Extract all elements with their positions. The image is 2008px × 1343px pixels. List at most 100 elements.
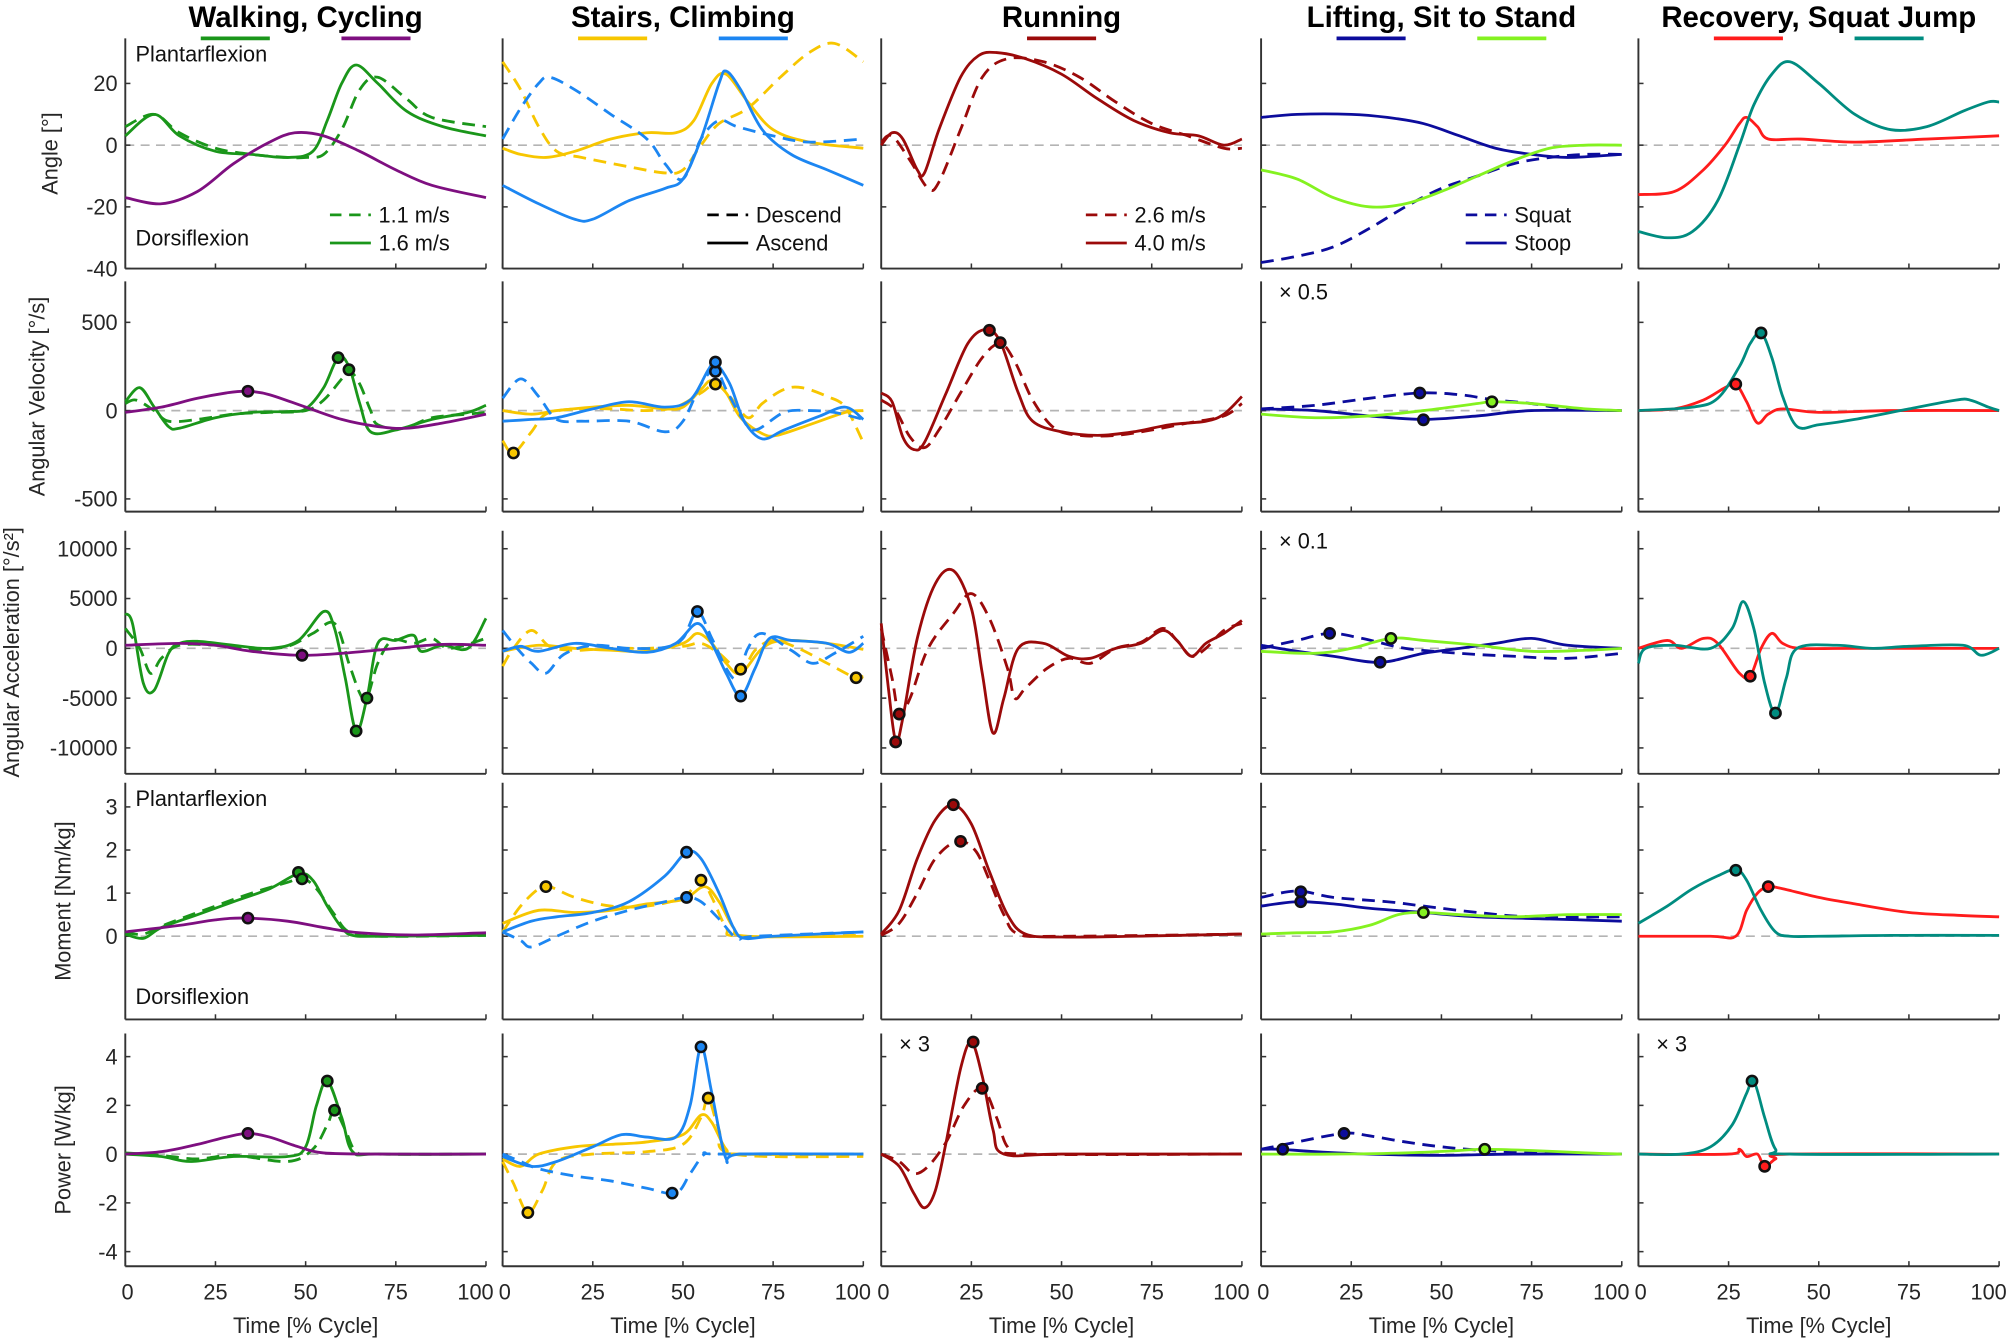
peak-marker-lift xyxy=(1294,895,1308,909)
series-line-sqj-solid xyxy=(1638,1078,2000,1157)
series-line-cyc-solid xyxy=(125,130,487,206)
peak-marker-run xyxy=(966,1035,980,1049)
series-line-run-solid xyxy=(880,803,1242,939)
series-line-walk-solid xyxy=(124,63,487,159)
series-line-lift-dashed xyxy=(1260,152,1622,264)
peak-marker-stair xyxy=(701,1091,715,1105)
legend-label: Descend xyxy=(756,203,842,228)
series-line-lift-solid xyxy=(1260,900,1622,923)
column-title: Stairs, Climbing xyxy=(571,1,795,34)
y-tick-label: 0 xyxy=(106,636,118,661)
x-tick-label: 75 xyxy=(761,1280,785,1305)
x-tick-label: 25 xyxy=(203,1280,227,1305)
scale-factor-label: × 0.1 xyxy=(1279,529,1328,554)
series-line-sts-solid xyxy=(1260,400,1622,420)
x-tick-label: 100 xyxy=(835,1280,871,1305)
x-axis-label: Time [% Cycle] xyxy=(610,1313,755,1338)
series-line-run-solid xyxy=(880,50,1243,178)
y-axis-label: Moment [Nm/kg] xyxy=(50,821,75,980)
peak-marker-climb xyxy=(680,891,693,904)
peak-marker-run xyxy=(993,336,1007,350)
x-tick-label: 50 xyxy=(1429,1280,1453,1305)
x-tick-label: 25 xyxy=(1716,1280,1740,1305)
series-line-cyc-solid xyxy=(125,1131,486,1156)
peak-marker-climb xyxy=(734,689,748,703)
x-tick-label: 25 xyxy=(959,1280,983,1305)
series-line-walk-solid xyxy=(124,609,488,733)
series-line-sqj-solid xyxy=(1637,600,2000,715)
peak-marker-rec xyxy=(1743,669,1757,683)
column-title: Walking, Cycling xyxy=(189,1,423,34)
legend-label: 1.1 m/s xyxy=(379,203,450,228)
y-tick-label: -10000 xyxy=(50,736,118,761)
series-line-sqj-solid xyxy=(1638,60,2000,240)
x-tick-label: 50 xyxy=(1049,1280,1073,1305)
peak-marker-sqj xyxy=(1769,706,1782,720)
series-line-rec-solid xyxy=(1638,381,2000,425)
series-line-climb-solid xyxy=(502,360,865,441)
y-axis-label: Angular Velocity [°/s] xyxy=(25,297,50,497)
peak-marker-stair xyxy=(507,446,520,460)
y-tick-label: 500 xyxy=(81,310,117,335)
x-tick-label: 100 xyxy=(1213,1280,1249,1305)
series-line-run-dashed xyxy=(880,56,1242,192)
series-line-sts-solid xyxy=(1261,1147,1622,1156)
series-line-lift-dashed xyxy=(1260,631,1622,660)
series-line-rec-solid xyxy=(1637,631,2000,680)
peak-marker-climb xyxy=(680,845,693,859)
y-tick-label: 4 xyxy=(106,1044,118,1069)
legend-label: 4.0 m/s xyxy=(1134,231,1205,256)
plantarflexion-label: Plantarflexion xyxy=(136,41,268,66)
series-line-sts-solid xyxy=(1260,143,1622,209)
peak-marker-cyc xyxy=(241,1127,255,1140)
series-line-stair-dashed xyxy=(501,382,865,455)
peak-marker-rec xyxy=(1729,377,1743,391)
x-tick-label: 25 xyxy=(581,1280,605,1305)
peak-marker-walk xyxy=(349,724,363,738)
series-line-lift-dashed xyxy=(1260,1131,1622,1156)
y-tick-label: -2 xyxy=(98,1191,117,1216)
y-tick-label: -4 xyxy=(98,1239,117,1264)
peak-marker-cyc xyxy=(241,911,255,925)
x-tick-label: 75 xyxy=(1520,1280,1544,1305)
series-line-sts-solid xyxy=(1261,636,1622,655)
x-tick-label: 0 xyxy=(1257,1280,1269,1305)
peak-marker-run xyxy=(889,735,903,749)
legend-label: Ascend xyxy=(756,231,829,256)
y-axis-label: Power [W/kg] xyxy=(50,1085,75,1214)
peak-marker-stair xyxy=(539,880,553,894)
series-line-run-dashed xyxy=(880,1086,1242,1176)
series-line-run-dashed xyxy=(879,592,1243,717)
series-line-run-solid xyxy=(880,327,1243,452)
peak-marker-lift xyxy=(1323,626,1337,640)
x-axis-label: Time [% Cycle] xyxy=(989,1313,1134,1338)
series-line-stair-dashed xyxy=(501,1096,864,1215)
y-tick-label: 3 xyxy=(106,795,118,820)
peak-marker-run xyxy=(983,323,996,337)
column-title: Running xyxy=(1002,1,1121,34)
series-line-run-solid xyxy=(880,1040,1242,1210)
peak-marker-stair xyxy=(734,662,748,676)
peak-marker-climb xyxy=(690,605,704,618)
series-line-climb-solid xyxy=(502,1045,864,1168)
peak-marker-run xyxy=(954,834,967,848)
x-tick-label: 25 xyxy=(1339,1280,1363,1305)
peak-marker-walk xyxy=(320,1074,334,1088)
x-axis-label: Time [% Cycle] xyxy=(1746,1313,1891,1338)
series-line-rec-solid xyxy=(1638,115,2000,196)
series-line-stair-dashed xyxy=(501,878,864,939)
x-tick-label: 0 xyxy=(877,1280,889,1305)
peak-marker-walk xyxy=(331,351,345,365)
x-tick-label: 50 xyxy=(1807,1280,1831,1305)
series-line-climb-dashed xyxy=(501,368,864,434)
series-line-sts-solid xyxy=(1261,911,1622,936)
peak-marker-stair xyxy=(694,873,708,887)
series-line-cyc-solid xyxy=(125,389,487,430)
x-tick-label: 0 xyxy=(499,1280,511,1305)
series-line-sqj-solid xyxy=(1637,867,2000,938)
y-tick-label: -500 xyxy=(74,487,118,512)
dorsiflexion-label: Dorsiflexion xyxy=(136,226,250,251)
peak-marker-sts xyxy=(1478,1142,1492,1156)
x-tick-label: 100 xyxy=(1593,1280,1629,1305)
